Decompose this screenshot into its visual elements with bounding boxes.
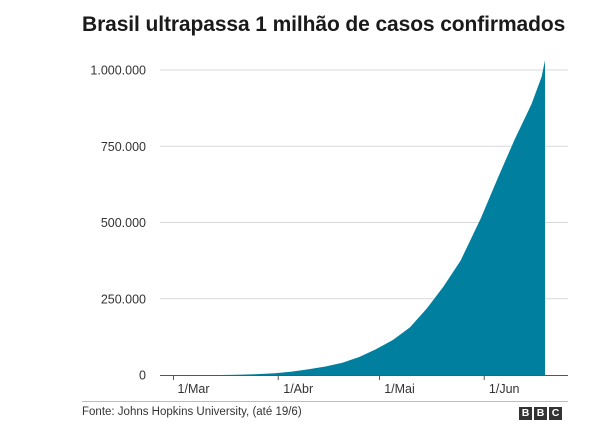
- bbc-logo: B B C: [519, 407, 562, 420]
- y-tick-label: 500.000: [101, 216, 146, 230]
- bbc-logo-block: C: [549, 407, 562, 420]
- series-area: [160, 60, 545, 376]
- bbc-logo-block: B: [519, 407, 532, 420]
- chart-title: Brasil ultrapassa 1 milhão de casos conf…: [82, 13, 566, 36]
- footer-divider: [82, 401, 568, 402]
- y-tick-labels: 0 250.000 500.000 750.000 1.000.000: [90, 64, 146, 383]
- y-tick-label: 750.000: [101, 140, 146, 154]
- source-note: Fonte: Johns Hopkins University, (até 19…: [82, 406, 302, 418]
- x-tick-label: 1/Mar: [178, 382, 210, 396]
- y-tick-label: 1.000.000: [90, 64, 146, 78]
- x-tick-label: 1/Mai: [384, 382, 415, 396]
- x-axis: [160, 375, 568, 380]
- y-tick-label: 0: [139, 369, 146, 383]
- bbc-logo-block: B: [534, 407, 547, 420]
- x-tick-label: 1/Abr: [283, 382, 313, 396]
- x-tick-labels: 1/Mar 1/Abr 1/Mai 1/Jun: [178, 382, 520, 396]
- cases-area: [160, 60, 545, 376]
- y-tick-label: 250.000: [101, 292, 146, 306]
- x-tick-label: 1/Jun: [489, 382, 520, 396]
